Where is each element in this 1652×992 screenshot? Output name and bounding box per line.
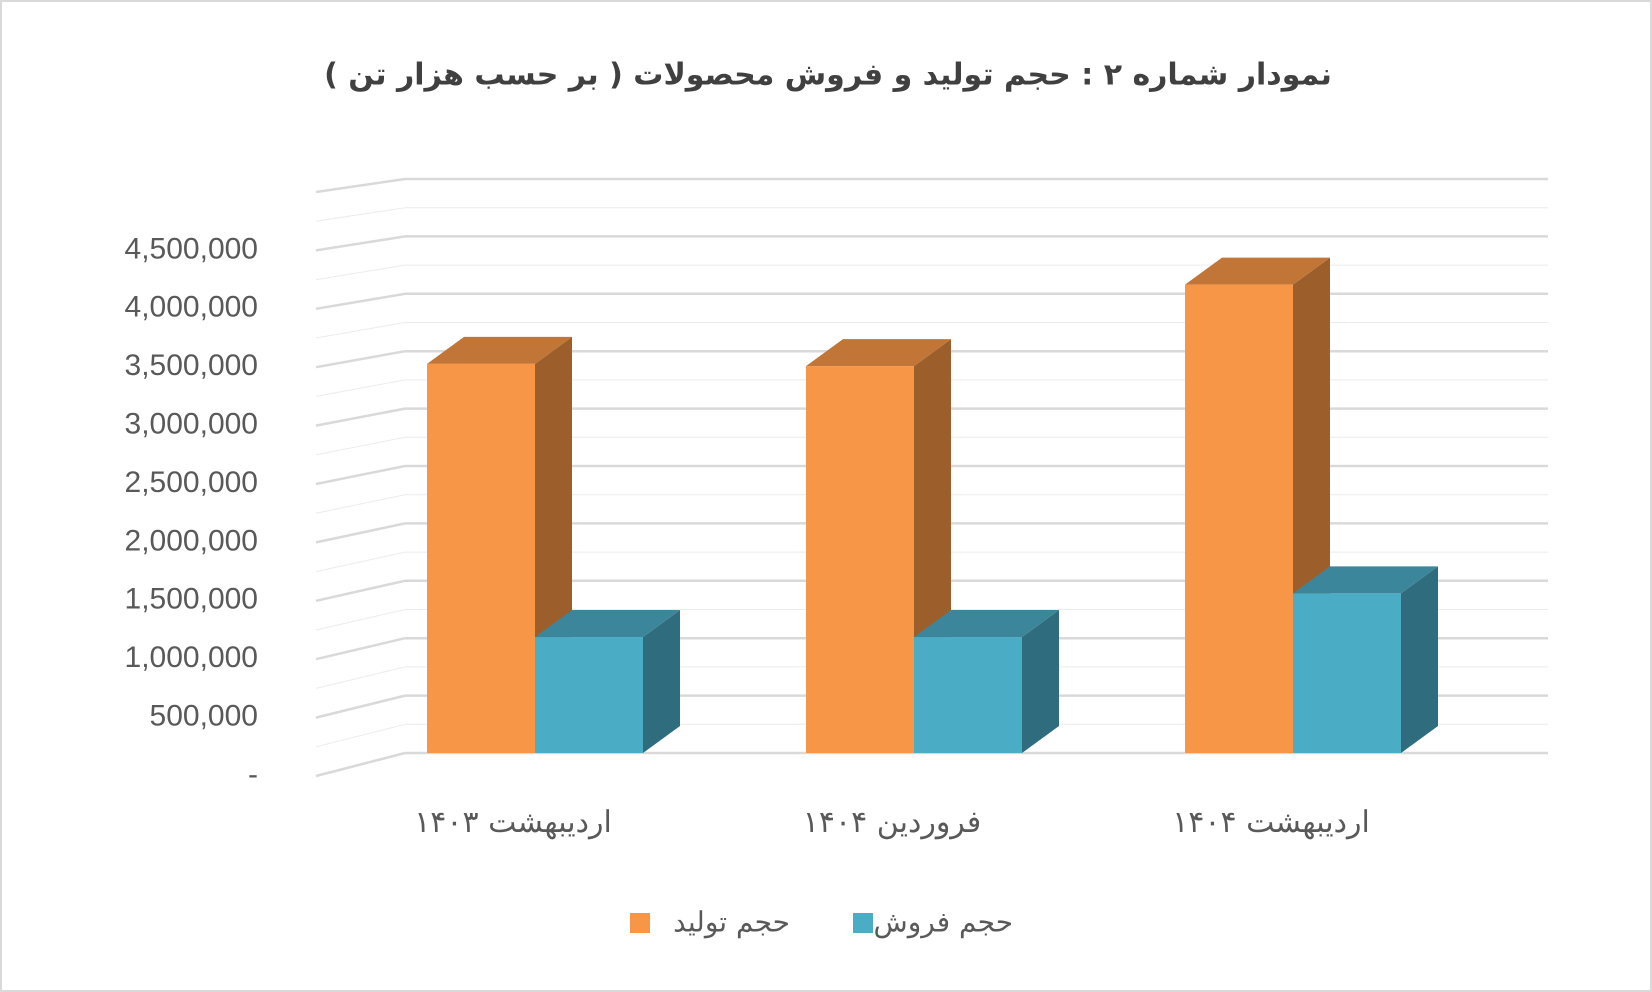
minor-side-grid: [315, 436, 406, 456]
side-grid-line: [315, 464, 406, 486]
x-tick-label: اردیبهشت ۱۴۰۳: [414, 805, 612, 840]
bar: [806, 366, 914, 753]
bar: [427, 363, 535, 753]
side-grid-line: [315, 751, 406, 778]
legend-label: حجم فروش: [874, 906, 1013, 939]
bar-top: [806, 339, 951, 367]
x-tick-label: فروردین ۱۴۰۴: [803, 805, 981, 840]
bar: [914, 637, 1022, 753]
bar-top: [535, 610, 680, 638]
bar-top: [1185, 257, 1330, 285]
bar-side: [643, 610, 680, 753]
minor-side-grid: [315, 551, 406, 573]
y-tick-label: -: [248, 758, 258, 791]
legend-swatch: [853, 913, 873, 933]
y-tick-label: 1,000,000: [125, 641, 258, 674]
y-tick-label: 4,500,000: [125, 232, 258, 265]
bars: [427, 257, 1438, 753]
bar: [1293, 593, 1401, 753]
side-grid-line: [315, 235, 406, 252]
y-tick-label: 2,000,000: [125, 524, 258, 557]
side-grid-line: [315, 349, 406, 369]
legend-label: حجم تولید: [673, 906, 790, 939]
x-tick-label: اردیبهشت ۱۴۰۴: [1172, 805, 1370, 840]
side-grid-line: [315, 522, 406, 544]
side-grid-line: [315, 292, 406, 311]
minor-side-grid: [315, 494, 406, 514]
side-grid-line: [315, 694, 406, 719]
minor-side-grid: [315, 207, 406, 222]
bar: [1185, 284, 1293, 753]
side-grid-line: [315, 407, 406, 427]
y-tick-label: 2,500,000: [125, 466, 258, 499]
minor-side-grid: [315, 723, 406, 748]
minor-side-grid: [315, 322, 406, 339]
minor-side-grid: [315, 609, 406, 631]
y-tick-label: 4,000,000: [125, 291, 258, 324]
y-tick-label: 3,500,000: [125, 349, 258, 382]
legend-swatch: [630, 913, 650, 933]
bar-top: [1293, 566, 1438, 594]
chart-title: نمودار شماره ۲ : حجم تولید و فروش محصولا…: [324, 58, 1332, 93]
minor-side-grid: [315, 666, 406, 689]
bar-side: [1022, 610, 1059, 753]
labels: - 500,000 1,000,000 1,500,000 2,000,000 2,500…: [125, 232, 1370, 938]
side-grid-line: [315, 636, 406, 661]
bar: [535, 637, 643, 753]
y-tick-label: 500,000: [150, 700, 258, 733]
minor-side-grid: [315, 264, 406, 281]
y-tick-label: 1,500,000: [125, 583, 258, 616]
bar-top: [914, 610, 1059, 638]
bar-side: [1401, 566, 1438, 753]
side-top: [315, 177, 406, 194]
minor-side-grid: [315, 379, 406, 397]
bar-top: [427, 336, 572, 364]
side-grid-line: [315, 579, 406, 603]
y-tick-label: 3,000,000: [125, 408, 258, 441]
